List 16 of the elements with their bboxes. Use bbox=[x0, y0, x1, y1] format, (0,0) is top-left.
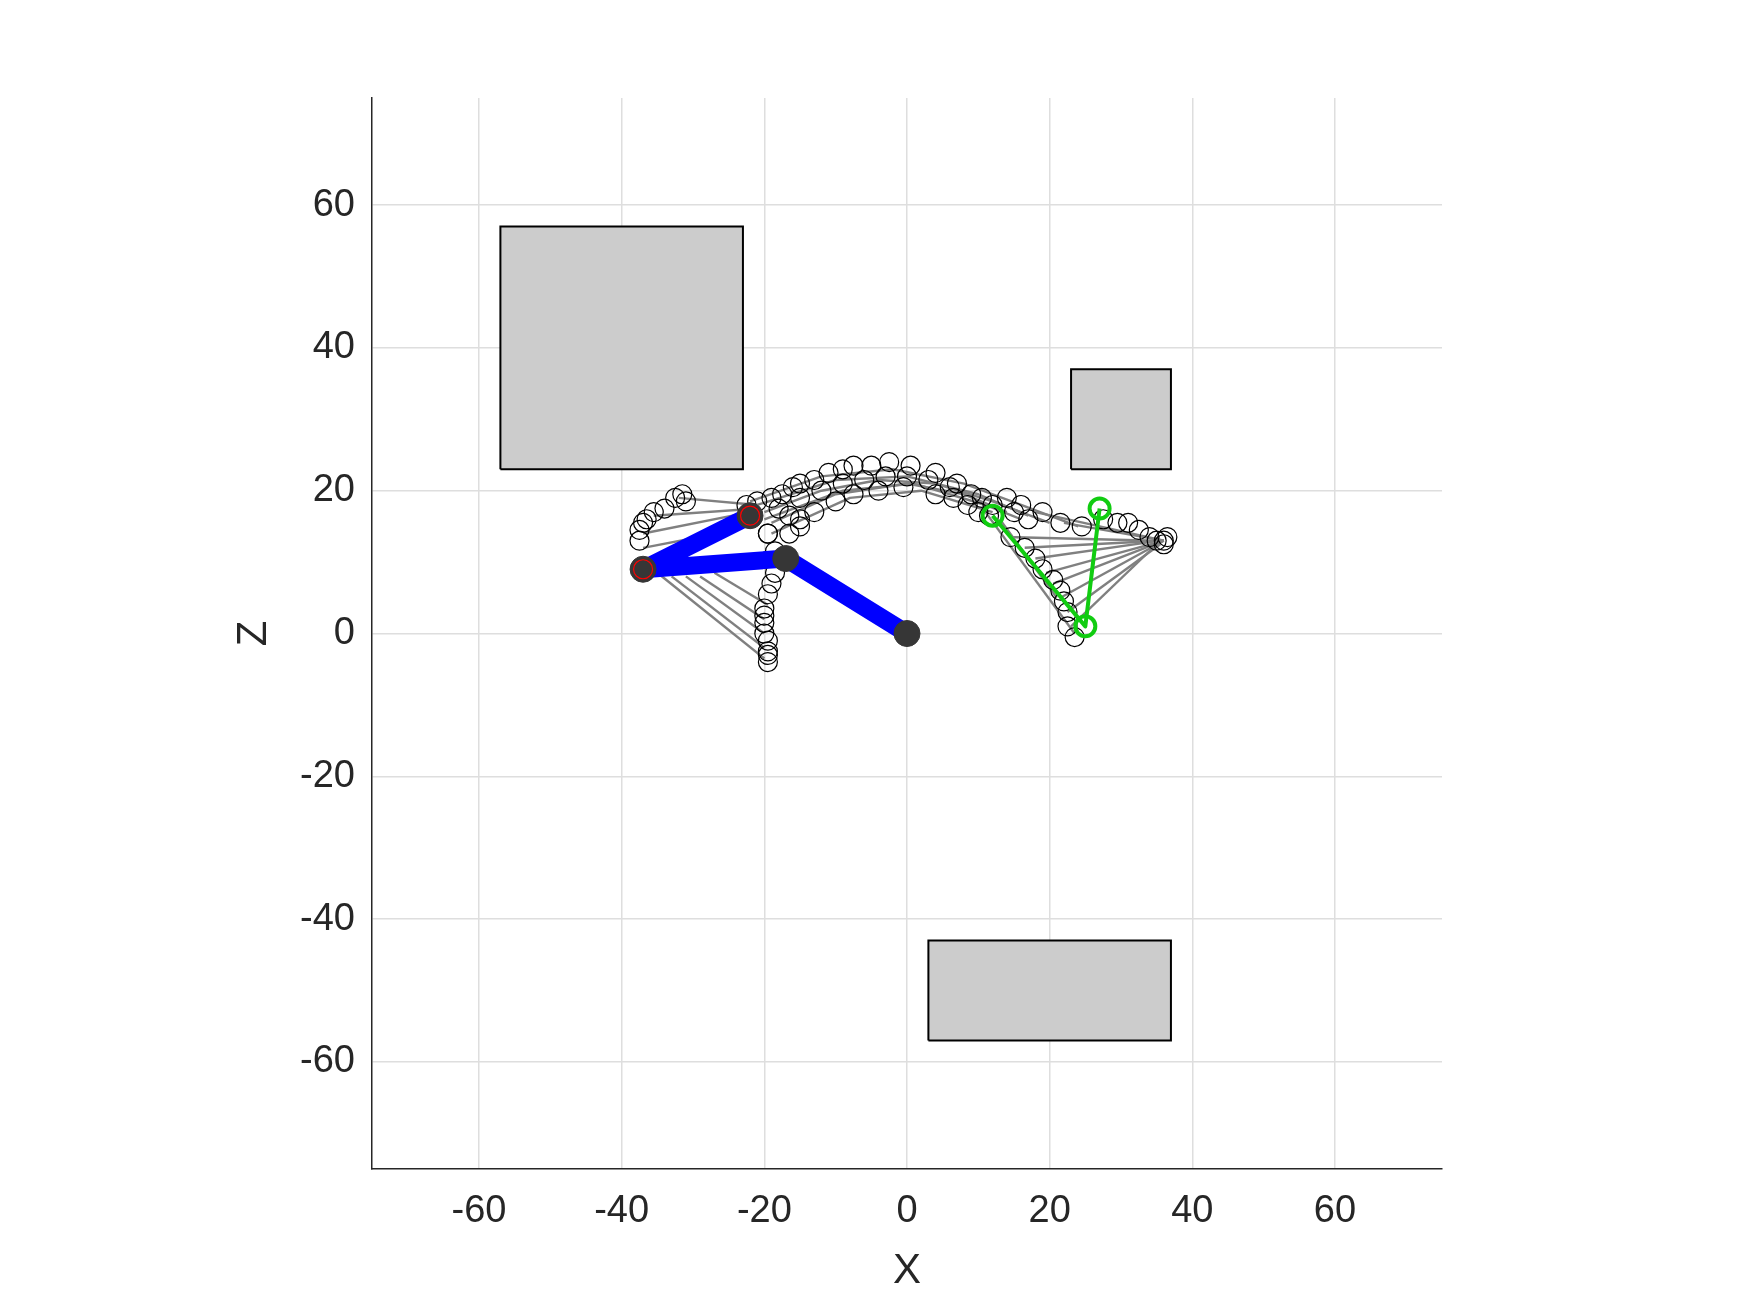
y-tick-label: 20 bbox=[312, 467, 355, 510]
x-tick-label: 0 bbox=[896, 1188, 918, 1231]
y-tick-label: -20 bbox=[300, 752, 355, 795]
x-tick-label: -20 bbox=[736, 1188, 792, 1231]
x-tick-label: 20 bbox=[1028, 1188, 1071, 1231]
x-axis-title: X bbox=[892, 1245, 922, 1293]
y-tick-label: 0 bbox=[333, 609, 355, 652]
x-tick-label: 40 bbox=[1171, 1188, 1214, 1231]
y-tick-label: -40 bbox=[300, 895, 355, 938]
x-tick-label: -40 bbox=[594, 1188, 650, 1231]
y-tick-label: 60 bbox=[312, 181, 355, 224]
y-tick-label: 40 bbox=[312, 324, 355, 367]
x-tick-label: 60 bbox=[1313, 1188, 1357, 1231]
y-tick-label: -60 bbox=[300, 1038, 355, 1081]
x-tick-label: -60 bbox=[451, 1188, 507, 1231]
y-axis-title: Z bbox=[227, 620, 275, 647]
